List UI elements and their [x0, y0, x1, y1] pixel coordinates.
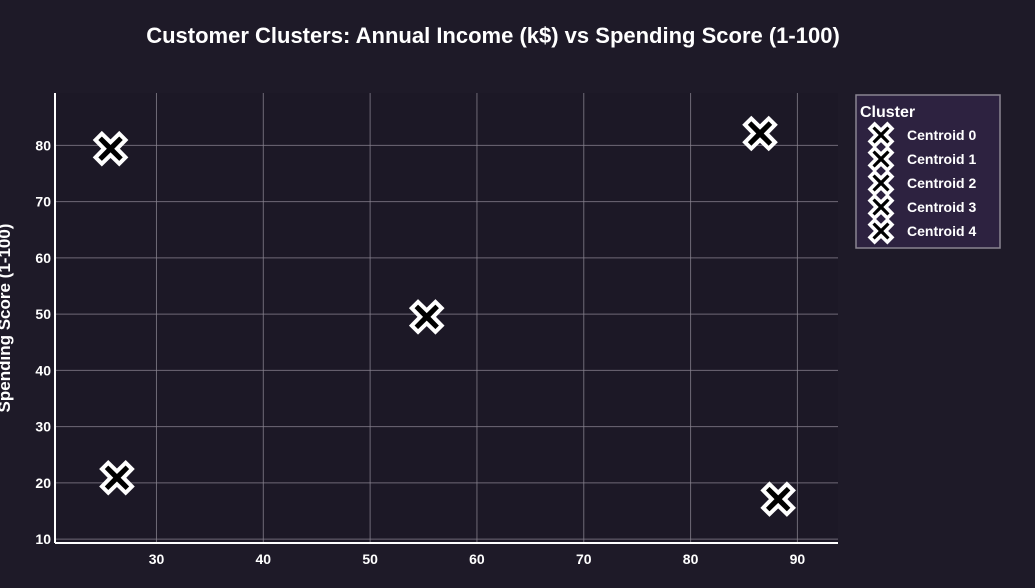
legend-item-2[interactable]: Centroid 2	[867, 169, 976, 197]
plot-background	[55, 93, 838, 543]
y-tick-label: 20	[35, 475, 51, 491]
legend-label: Centroid 4	[907, 223, 976, 239]
legend-item-0[interactable]: Centroid 0	[867, 121, 976, 149]
x-tick-label: 40	[256, 551, 272, 567]
legend-marker-icon	[867, 121, 895, 149]
axes	[54, 93, 838, 544]
legend-marker-icon	[867, 169, 895, 197]
legend-box	[855, 94, 1001, 249]
x-marker-icon	[742, 115, 778, 152]
centroid-marker-3	[99, 459, 135, 496]
x-tick-label: 90	[790, 551, 806, 567]
y-tick-label: 10	[35, 531, 51, 547]
x-tick-label: 60	[469, 551, 485, 567]
x-marker-icon	[92, 130, 129, 167]
legend-label: Centroid 2	[907, 175, 976, 191]
x-marker-icon	[408, 299, 445, 335]
markers	[92, 115, 796, 517]
y-tick-label: 50	[35, 306, 51, 322]
legend-items: Centroid 0 Centroid 1 Centroid 2 Centroid 3…	[867, 121, 976, 245]
y-tick-labels: 10 20 30 40 50 60 70 80	[35, 137, 51, 547]
centroid-marker-0	[92, 130, 129, 167]
x-tick-labels: 30 40 50 60 70 80 90	[149, 551, 806, 567]
y-tick-label: 80	[35, 137, 51, 153]
y-axis-title: Spending Score (1-100)	[0, 224, 14, 413]
x-marker-icon	[760, 481, 796, 517]
chart-title: Customer Clusters: Annual Income (k$) vs…	[146, 23, 840, 48]
grid	[55, 93, 838, 543]
legend-item-4[interactable]: Centroid 4	[867, 217, 976, 245]
x-tick-label: 80	[683, 551, 699, 567]
x-tick-label: 50	[362, 551, 378, 567]
x-marker-icon	[99, 459, 135, 496]
y-tick-label: 40	[35, 362, 51, 378]
x-tick-label: 30	[149, 551, 165, 567]
legend-item-1[interactable]: Centroid 1	[867, 145, 976, 173]
y-tick-label: 30	[35, 419, 51, 435]
legend-title: Cluster	[860, 104, 915, 121]
x-tick-label: 70	[576, 551, 592, 567]
legend-marker-icon	[867, 193, 895, 221]
legend-label: Centroid 0	[907, 127, 976, 143]
legend-label: Centroid 3	[907, 199, 976, 215]
centroid-marker-4	[760, 481, 796, 517]
legend-marker-icon	[867, 217, 895, 245]
legend-label: Centroid 1	[907, 151, 976, 167]
centroid-marker-2	[742, 115, 778, 152]
centroid-marker-1	[408, 299, 445, 335]
legend-item-3[interactable]: Centroid 3	[867, 193, 976, 221]
y-tick-label: 70	[35, 194, 51, 210]
legend-marker-icon	[867, 145, 895, 173]
y-tick-label: 60	[35, 250, 51, 266]
